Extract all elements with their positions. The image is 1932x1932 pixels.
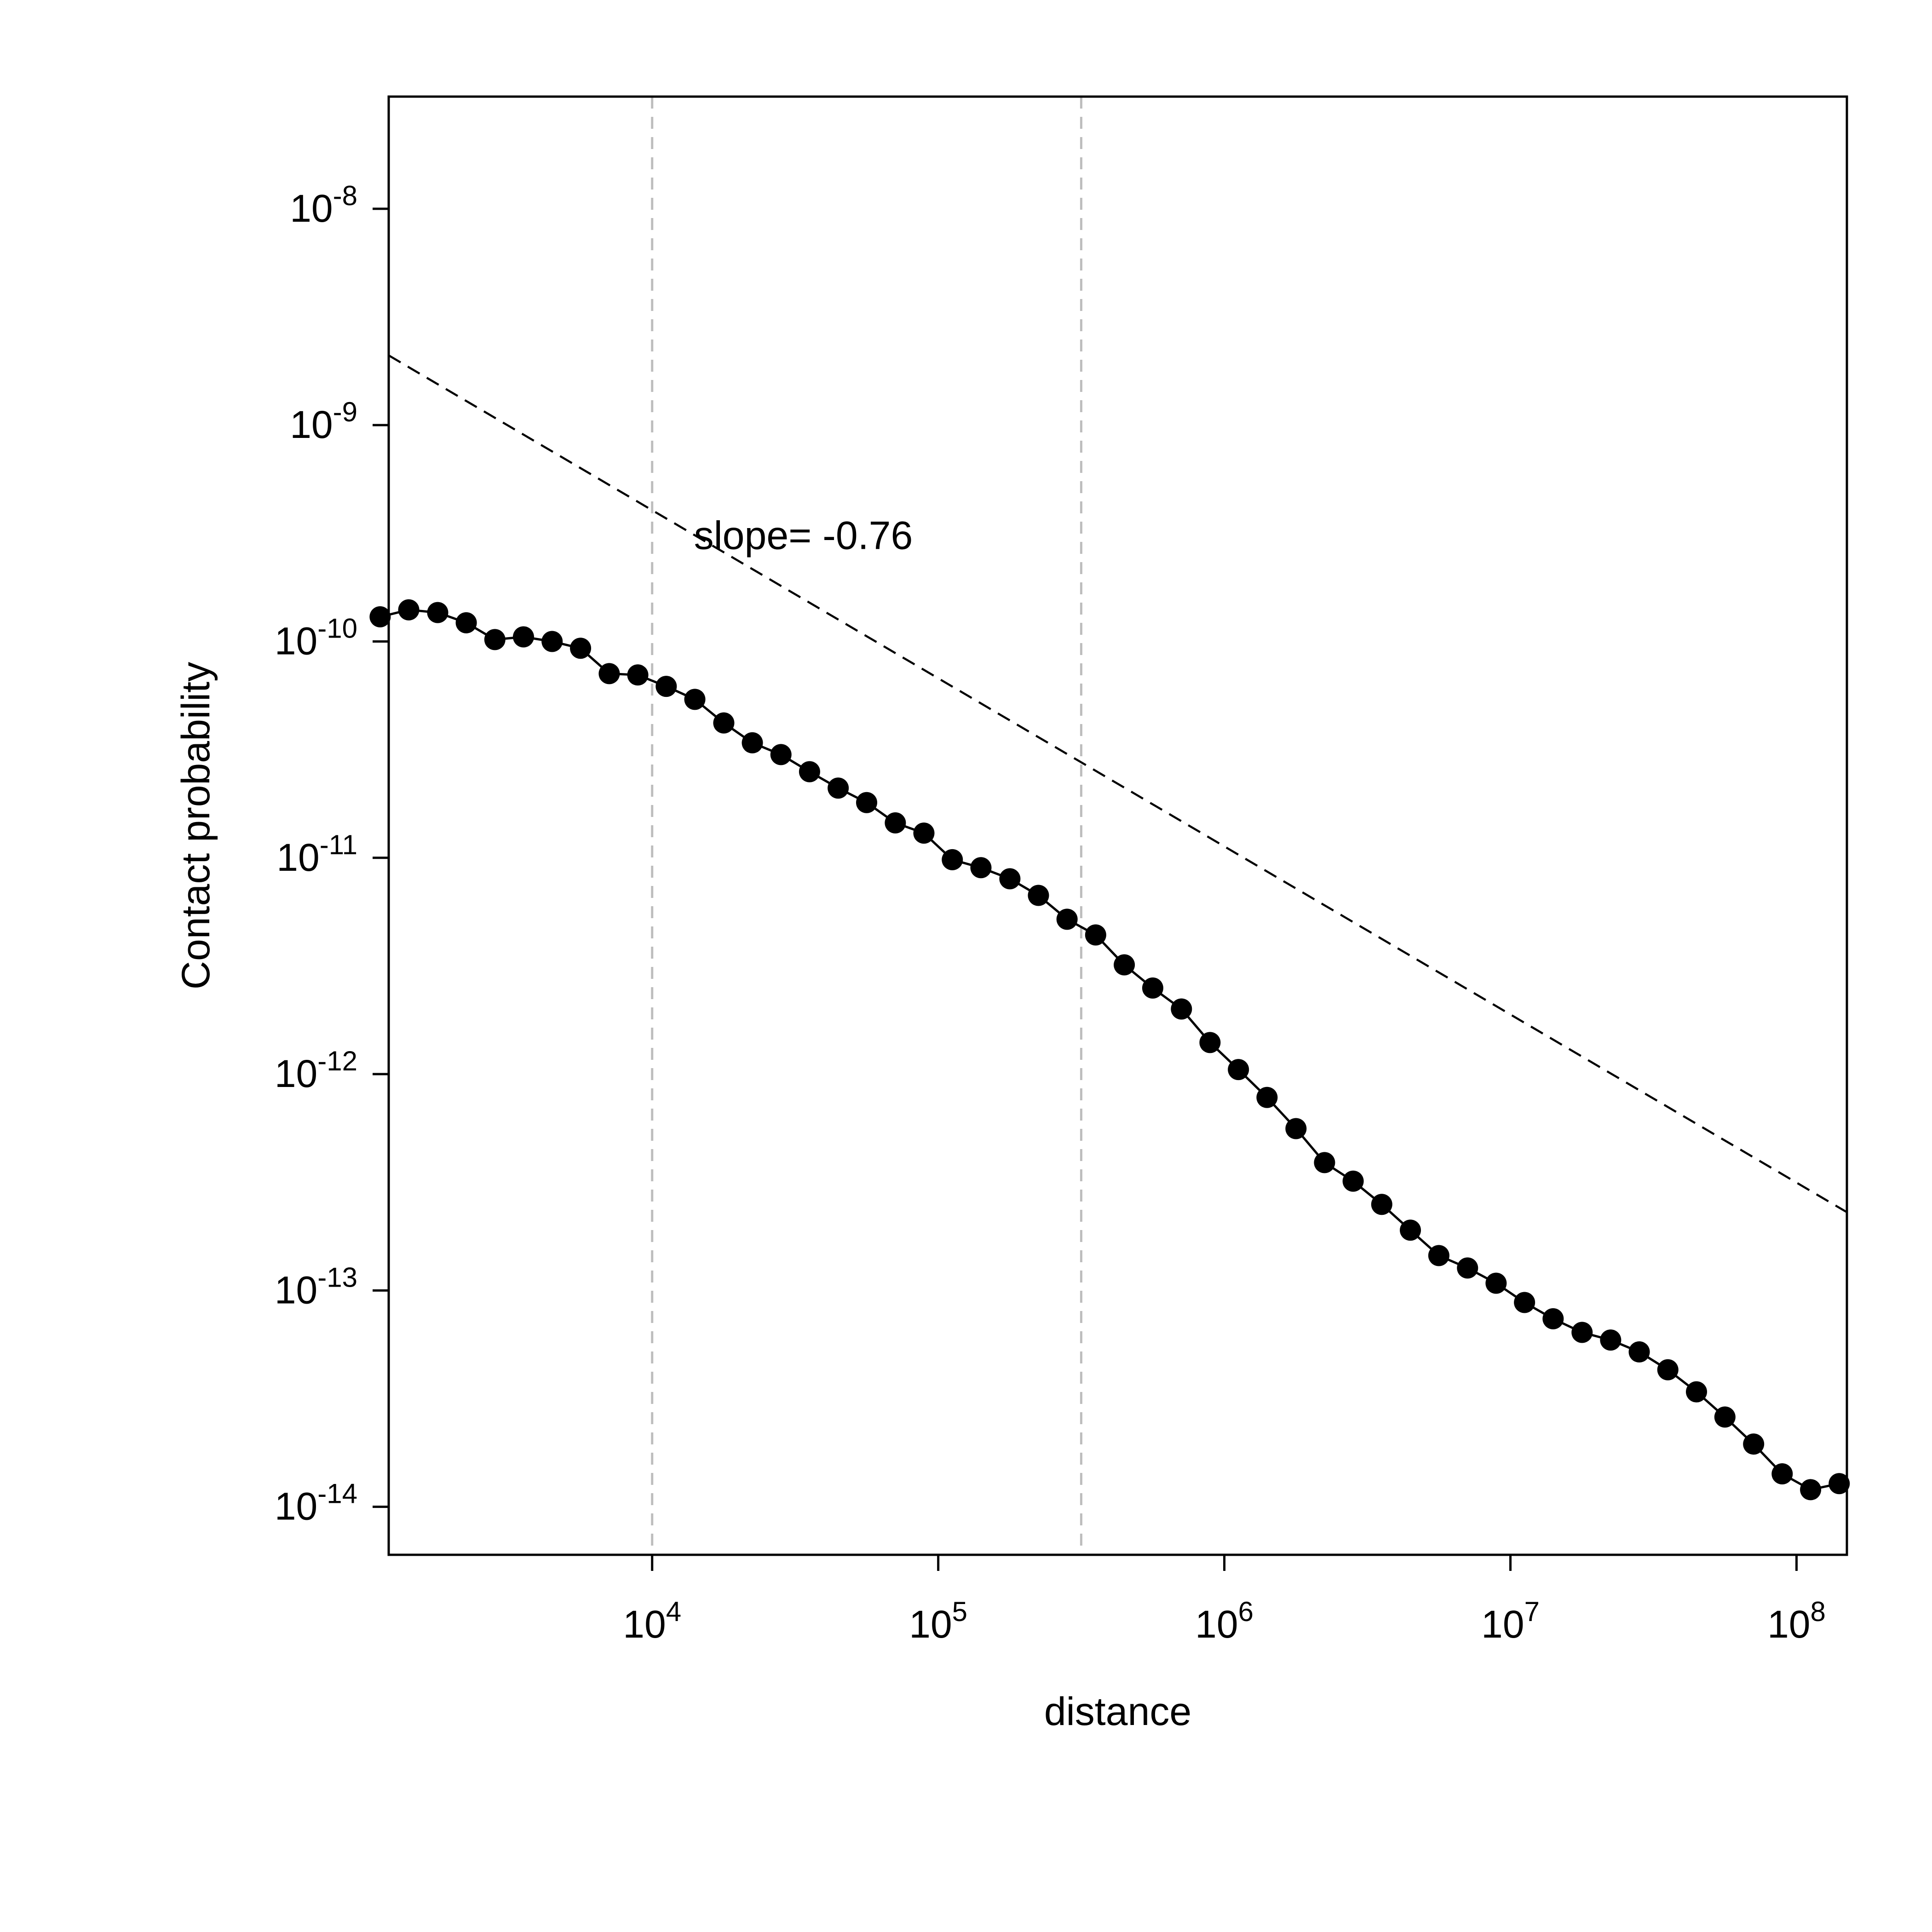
data-point: [398, 599, 420, 621]
y-tick-label: 10-10: [275, 613, 357, 662]
data-point: [1828, 1473, 1850, 1495]
plot-frame: [387, 95, 1848, 1556]
data-point: [1056, 908, 1078, 930]
data-point: [828, 777, 849, 799]
y-tick-label: 10-12: [275, 1046, 357, 1095]
data-point: [1400, 1219, 1421, 1241]
y-tick-label: 10-11: [276, 829, 357, 879]
data-point: [799, 761, 820, 782]
x-tick-label: 107: [1481, 1596, 1540, 1646]
data-point: [1628, 1341, 1650, 1363]
data-point: [1514, 1292, 1535, 1313]
data-point: [684, 689, 706, 710]
data-point: [999, 868, 1021, 890]
y-tick-label: 10-14: [275, 1478, 357, 1528]
fit-line: [388, 354, 1848, 1213]
data-point: [1428, 1245, 1449, 1266]
data-point: [1771, 1463, 1793, 1485]
data-point: [570, 638, 592, 659]
data-point: [970, 857, 992, 879]
series-line: [380, 609, 1840, 1491]
data-point: [742, 732, 763, 753]
data-point: [1114, 954, 1135, 976]
data-point: [1371, 1194, 1392, 1215]
data-point: [1085, 924, 1106, 946]
data-point: [942, 849, 963, 870]
x-tick-label: 104: [623, 1596, 681, 1646]
data-point: [856, 792, 877, 813]
data-point: [512, 626, 534, 648]
data-point: [1256, 1087, 1278, 1108]
data-point: [1485, 1272, 1507, 1294]
data-point: [541, 631, 563, 652]
data-point: [427, 602, 448, 623]
data-point: [1685, 1381, 1707, 1403]
data-point: [1028, 885, 1049, 906]
data-series: [369, 599, 1850, 1501]
data-point: [1285, 1118, 1307, 1139]
data-point: [598, 663, 620, 684]
data-point: [1199, 1032, 1221, 1053]
reference-vlines: [651, 97, 1082, 1555]
x-axis-title: distance: [1044, 1690, 1191, 1734]
y-tick-label: 10-9: [290, 397, 357, 446]
data-point: [1714, 1406, 1736, 1428]
data-point: [713, 712, 735, 734]
data-point: [1571, 1322, 1593, 1343]
x-tick-label: 106: [1195, 1596, 1254, 1646]
x-axis: 104 105 106 107 108: [623, 1555, 1826, 1646]
data-point: [913, 822, 935, 844]
data-point: [1657, 1359, 1679, 1380]
data-point: [1743, 1433, 1765, 1455]
y-axis: 10-8 10-9 10-10 10-11 10-12 10-13 10-14: [275, 180, 389, 1528]
data-point: [1542, 1308, 1564, 1329]
fit-line-group: [388, 354, 1848, 1213]
data-point: [1457, 1257, 1478, 1279]
data-point: [656, 676, 677, 697]
data-point: [369, 606, 391, 627]
y-tick-label: 10-8: [290, 180, 357, 230]
data-point: [885, 812, 906, 834]
data-point: [1228, 1059, 1249, 1081]
data-point: [1171, 998, 1192, 1020]
data-point: [627, 664, 649, 686]
data-point: [1342, 1170, 1364, 1192]
data-point: [1142, 977, 1163, 999]
data-point: [484, 629, 506, 650]
data-point: [1800, 1479, 1822, 1501]
y-tick-label: 10-13: [275, 1262, 357, 1311]
x-tick-label: 105: [909, 1596, 967, 1646]
data-point: [770, 744, 792, 765]
data-point: [1600, 1329, 1622, 1351]
x-tick-label: 108: [1767, 1596, 1826, 1646]
data-point: [455, 612, 477, 633]
y-axis-title: Contact probability: [174, 662, 218, 989]
slope-annotation: slope= -0.76: [694, 513, 913, 558]
data-point: [1314, 1152, 1335, 1173]
